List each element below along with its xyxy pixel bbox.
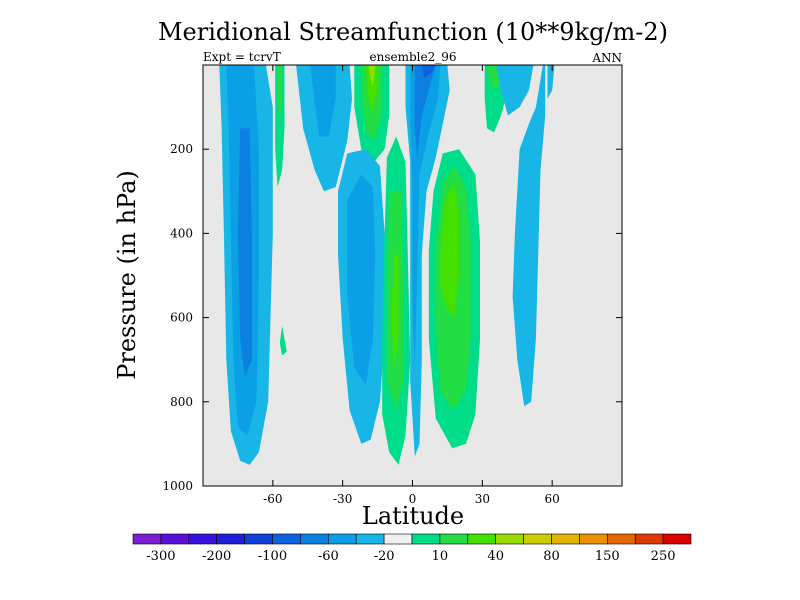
colorbar-swatch [188, 533, 218, 545]
colorbar-swatch [327, 533, 357, 545]
colorbar-swatch [551, 533, 580, 545]
contour-region-upper-neg-right-outer [496, 65, 534, 116]
colorbar-swatch [523, 533, 552, 545]
y-tick-label: 400 [170, 226, 193, 240]
colorbar-swatch [495, 533, 524, 545]
colorbar-swatch [467, 533, 496, 545]
colorbar-swatch [579, 533, 608, 545]
contour-region-nh-pos-core [440, 182, 460, 318]
contour-region-sh-cell-core [237, 128, 252, 377]
colorbar-label: 150 [595, 549, 620, 564]
colorbar-swatch [383, 533, 413, 545]
colorbar-label: -60 [318, 549, 339, 564]
colorbar-label: -200 [202, 549, 231, 564]
colorbar-swatch [244, 533, 273, 545]
x-tick-label: -30 [333, 492, 352, 506]
x-tick-label: 60 [545, 492, 560, 506]
contour-region-nh-neg-right [512, 65, 546, 406]
y-axis-ticks: 200 400 600 800 1000 [162, 142, 622, 493]
contour-region-upper-pos-peak [368, 65, 376, 86]
colorbar-swatch [272, 533, 301, 545]
chart-title: Meridional Streamfunction (10**9kg/m-2) [158, 18, 668, 46]
subtitle-ensemble: ensemble2_96 [370, 50, 457, 64]
colorbar-swatch [355, 533, 385, 545]
colorbar-swatch [160, 533, 190, 545]
colorbar-label: 10 [432, 549, 449, 564]
colorbar-label: -20 [374, 549, 395, 564]
colorbar-swatch [662, 533, 692, 545]
y-axis-label: Pressure (in hPa) [113, 170, 141, 380]
x-axis-label: Latitude [362, 502, 464, 530]
contour-region-lower-neg-left-inner [347, 174, 376, 385]
colorbar-label: 80 [543, 549, 560, 564]
contour-region-eq-neg-inner [414, 65, 436, 158]
x-tick-label: -60 [263, 492, 282, 506]
subtitle-season: ANN [591, 51, 622, 65]
x-tick-label: 30 [475, 492, 490, 506]
colorbar-swatch [216, 533, 245, 545]
y-tick-label: 1000 [162, 479, 193, 493]
colorbar-swatch [634, 533, 664, 545]
subtitle-experiment: Expt = tcrvT [203, 50, 281, 64]
colorbar-swatch [439, 533, 469, 545]
x-axis-ticks: -60 -30 0 30 60 [263, 65, 560, 506]
colorbar: -300 -200 -100 -60 -20 10 40 80 150 250 [132, 533, 692, 564]
colorbar-label: 40 [487, 549, 504, 564]
colorbar-swatch [606, 533, 636, 545]
plot-area: -60 -30 0 30 60 200 400 600 800 1000 [162, 64, 623, 506]
colorbar-label: 250 [651, 549, 676, 564]
y-tick-label: 200 [170, 142, 193, 156]
contour-region-sh-pos-strip-inner [277, 65, 283, 120]
colorbar-label: -100 [258, 549, 287, 564]
colorbar-swatch [132, 533, 162, 545]
x-tick-label: 0 [409, 492, 417, 506]
colorbar-swatch [411, 533, 441, 545]
contour-region-upper-pos-core [365, 65, 378, 112]
colorbar-swatch [300, 533, 329, 545]
contour-region-upper-neg-inner [310, 65, 336, 137]
contour-region-eq-pos-core [391, 254, 399, 369]
y-tick-label: 800 [170, 395, 193, 409]
y-tick-label: 600 [170, 311, 193, 325]
colorbar-label: -300 [146, 549, 175, 564]
contour-region-sh-pos-blob [279, 326, 287, 356]
contour-region-far-right-neg-strip [547, 65, 555, 99]
contour-region-eq-neg-core [421, 65, 436, 78]
contour-fill-layer [219, 65, 555, 465]
